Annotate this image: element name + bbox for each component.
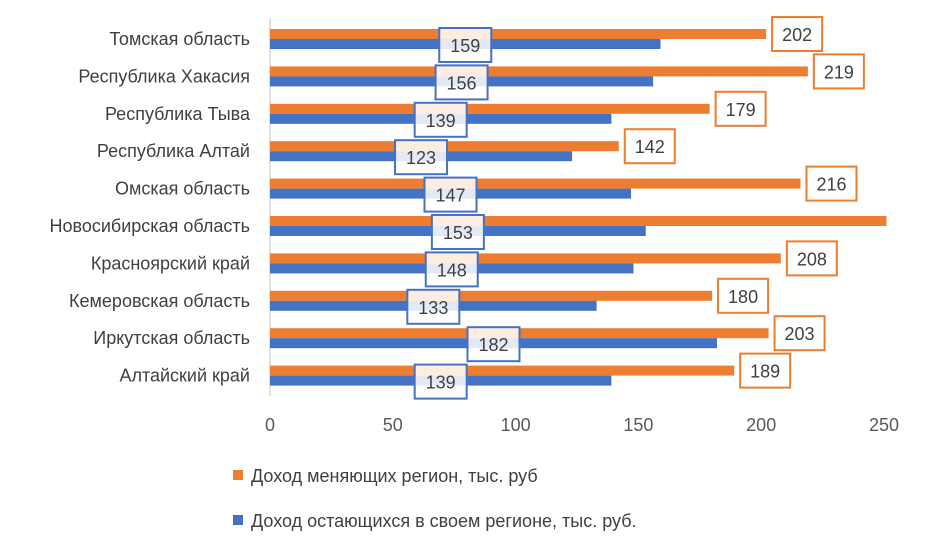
category-label: Республика Хакасия (78, 66, 250, 86)
data-label-orange: 216 (816, 175, 846, 195)
category-label: Республика Тыва (105, 104, 251, 124)
data-label-blue: 182 (478, 335, 508, 355)
data-label-orange: 202 (782, 25, 812, 45)
data-label-blue: 159 (450, 36, 480, 56)
data-label-box-blue (438, 27, 493, 63)
category-label: Алтайский край (119, 366, 250, 386)
bar-orange (270, 253, 781, 264)
data-label-box-orange (714, 90, 767, 127)
data-label-blue: 133 (418, 298, 448, 318)
bar-orange (270, 66, 808, 77)
legend-swatch (233, 515, 243, 525)
x-tick-label: 100 (501, 415, 531, 435)
data-label-box-blue (430, 214, 485, 250)
data-label-orange: 208 (797, 249, 827, 269)
bar-orange (270, 365, 735, 376)
bar-orange (270, 290, 713, 301)
data-label-box-orange (717, 277, 770, 314)
x-tick-label: 0 (265, 415, 275, 435)
x-tick-label: 50 (383, 415, 403, 435)
data-label-box-orange (623, 128, 676, 165)
data-label-box-blue (413, 363, 468, 400)
data-label-blue: 153 (443, 223, 473, 243)
data-label-blue: 156 (447, 73, 477, 93)
data-label-orange: 219 (824, 62, 854, 82)
data-label-box-blue (406, 288, 461, 325)
data-label-blue: 148 (437, 260, 467, 280)
bar-orange (270, 103, 710, 114)
data-label-box-blue (434, 64, 489, 101)
category-label: Республика Алтай (97, 141, 250, 161)
category-label: Кемеровская область (69, 291, 250, 311)
category-label: Красноярский край (91, 253, 250, 273)
data-label-blue: 123 (406, 148, 436, 168)
data-label-box-blue (466, 326, 521, 363)
data-label-orange: 180 (728, 287, 758, 307)
data-label-blue: 139 (426, 111, 456, 131)
bar-orange (270, 29, 767, 39)
data-label-box-blue (423, 176, 478, 213)
category-label: Омская область (115, 179, 250, 199)
x-tick-label: 150 (623, 415, 653, 435)
data-label-box-orange (805, 165, 858, 202)
legend-swatch (233, 470, 243, 480)
data-label-box-blue (413, 101, 468, 138)
legend-label: Доход остающихся в своем регионе, тыс. р… (251, 511, 637, 531)
data-label-blue: 139 (426, 373, 456, 393)
category-label: Иркутская область (93, 328, 250, 348)
category-label: Новосибирская область (50, 216, 251, 236)
data-label-box-orange (739, 352, 792, 389)
data-label-orange: 179 (726, 100, 756, 120)
data-label-box-blue (424, 251, 479, 288)
x-tick-label: 250 (869, 415, 899, 435)
data-label-blue: 147 (435, 186, 465, 206)
data-label-box-orange (812, 53, 865, 90)
bar-orange (270, 216, 887, 226)
category-label: Томская область (109, 29, 250, 49)
legend-label: Доход меняющих регион, тыс. руб (251, 466, 538, 486)
data-label-orange: 189 (750, 362, 780, 382)
bar-orange (270, 178, 801, 189)
data-label-orange: 142 (635, 137, 665, 157)
data-label-box-orange (785, 240, 838, 277)
data-label-orange: 203 (785, 324, 815, 344)
data-label-box-orange (771, 16, 824, 52)
data-label-box-orange (773, 315, 826, 352)
x-tick-label: 200 (746, 415, 776, 435)
data-label-box-blue (394, 139, 449, 176)
